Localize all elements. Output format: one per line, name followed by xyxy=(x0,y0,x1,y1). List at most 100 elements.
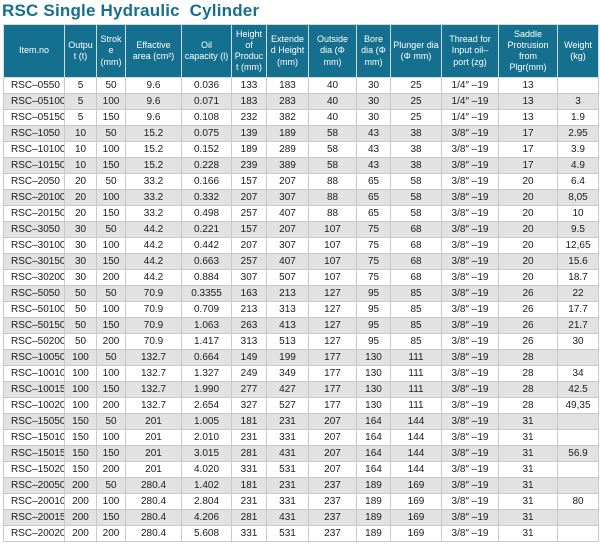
cell-bore-dia: 164 xyxy=(356,413,391,430)
cell-bore-dia: 75 xyxy=(356,253,391,270)
cell-stroke: 200 xyxy=(96,269,126,286)
cell-saddle-protrusion: 17 xyxy=(498,141,558,158)
cell-outside-dia: 58 xyxy=(308,141,357,158)
cell-effective-area: 15.2 xyxy=(125,157,182,174)
column-header-oil-capacity: Oil capacity (l) xyxy=(181,24,232,78)
table-row: RSC–30100 30 100 44.2 0.442 207 307 107 75 68 3/8″… xyxy=(3,237,599,254)
cell-plunger-dia: 38 xyxy=(390,141,442,158)
cell-item-no: RSC–0550 xyxy=(3,77,65,94)
cell-output: 20 xyxy=(64,189,97,206)
cell-weight: 1.9 xyxy=(557,109,599,126)
cell-output: 50 xyxy=(64,317,97,334)
cell-weight: 56.9 xyxy=(557,445,599,462)
table-row: RSC–200100200100280.42.80423133123718916… xyxy=(3,493,599,510)
cell-item-no: RSC–20100 xyxy=(3,189,65,206)
cell-bore-dia: 189 xyxy=(356,509,391,526)
column-header-effective-area: Effactive area (cm²) xyxy=(125,24,182,78)
cell-item-no: RSC–5050 xyxy=(3,285,65,302)
cell-weight: 21.7 xyxy=(557,317,599,334)
cell-effective-area: 280.4 xyxy=(125,477,182,494)
column-header-saddle-protrusion: Saddle Protrusion from Plgr(mm) xyxy=(498,24,558,78)
cell-oil-capacity: 0.166 xyxy=(181,173,232,190)
cell-extended-height: 431 xyxy=(266,509,309,526)
cell-item-no: RSC–05150 xyxy=(3,109,65,126)
cell-saddle-protrusion: 20 xyxy=(498,189,558,206)
cell-oil-capacity: 0.152 xyxy=(181,141,232,158)
cell-thread: 3/8″ –19 xyxy=(441,429,499,446)
cell-plunger-dia: 144 xyxy=(390,461,442,478)
table-row: RSC–15050 150 50 201 1.005 181 231 207 164 144 3/8… xyxy=(3,413,599,430)
cell-item-no: RSC–05100 xyxy=(3,93,65,110)
cell-oil-capacity: 0.709 xyxy=(181,301,232,318)
cell-extended-height: 431 xyxy=(266,445,309,462)
cell-extended-height: 199 xyxy=(266,349,309,366)
table-row: RSC–20150 20 150 33.2 0.498 257 407 88 65 58 3/8″ … xyxy=(3,205,599,222)
cell-item-no: RSC–30150 xyxy=(3,253,65,270)
table-row: RSC–1502001502002014.0203315312071641443… xyxy=(3,461,599,478)
cell-product-height: 239 xyxy=(231,157,267,174)
cell-output: 30 xyxy=(64,221,97,238)
cell-extended-height: 213 xyxy=(266,285,309,302)
cell-thread: 3/8″ –19 xyxy=(441,205,499,222)
cell-weight: 3 xyxy=(557,93,599,110)
cell-effective-area: 44.2 xyxy=(125,269,182,286)
cell-stroke: 50 xyxy=(96,349,126,366)
cell-saddle-protrusion: 13 xyxy=(498,77,558,94)
cell-outside-dia: 107 xyxy=(308,269,357,286)
cell-stroke: 100 xyxy=(96,141,126,158)
cell-outside-dia: 237 xyxy=(308,525,357,542)
cell-output: 200 xyxy=(64,509,97,526)
cell-effective-area: 44.2 xyxy=(125,237,182,254)
cell-stroke: 200 xyxy=(96,397,126,414)
cell-bore-dia: 65 xyxy=(356,173,391,190)
table-row: RSC–50150 50 150 70.9 1.063 263 413 127 95 85 3/8″… xyxy=(3,317,599,334)
cell-output: 200 xyxy=(64,493,97,510)
cell-outside-dia: 107 xyxy=(308,221,357,238)
cell-outside-dia: 127 xyxy=(308,301,357,318)
cell-bore-dia: 43 xyxy=(356,157,391,174)
cell-extended-height: 531 xyxy=(266,461,309,478)
cell-outside-dia: 237 xyxy=(308,493,357,510)
cell-oil-capacity: 0.663 xyxy=(181,253,232,270)
cell-bore-dia: 95 xyxy=(356,317,391,334)
cell-thread: 3/8″ –19 xyxy=(441,157,499,174)
cell-product-height: 307 xyxy=(231,269,267,286)
cell-extended-height: 331 xyxy=(266,429,309,446)
cell-outside-dia: 177 xyxy=(308,365,357,382)
cell-extended-height: 289 xyxy=(266,141,309,158)
table-row: RSC–0550 5 50 9.6 0.036 133 183 40 30 25 1/4″ –19 1… xyxy=(3,77,599,94)
cell-oil-capacity: 0.221 xyxy=(181,221,232,238)
cell-plunger-dia: 85 xyxy=(390,301,442,318)
cell-bore-dia: 43 xyxy=(356,141,391,158)
cell-oil-capacity: 2.010 xyxy=(181,429,232,446)
cell-extended-height: 389 xyxy=(266,157,309,174)
cell-bore-dia: 189 xyxy=(356,525,391,542)
cell-plunger-dia: 68 xyxy=(390,253,442,270)
cell-effective-area: 9.6 xyxy=(125,93,182,110)
cell-bore-dia: 95 xyxy=(356,333,391,350)
column-header-stroke: Stroke (mm) xyxy=(96,24,126,78)
cell-weight: 2.95 xyxy=(557,125,599,142)
cell-saddle-protrusion: 28 xyxy=(498,397,558,414)
cell-effective-area: 132.7 xyxy=(125,349,182,366)
cell-output: 20 xyxy=(64,205,97,222)
cell-outside-dia: 40 xyxy=(308,109,357,126)
cell-bore-dia: 65 xyxy=(356,205,391,222)
cell-effective-area: 201 xyxy=(125,429,182,446)
cell-saddle-protrusion: 20 xyxy=(498,269,558,286)
table-row: RSC–2050 20 50 33.2 0.166 157 207 88 65 58 3/8″ –1… xyxy=(3,173,599,190)
cell-saddle-protrusion: 28 xyxy=(498,349,558,366)
cell-item-no: RSC–50100 xyxy=(3,301,65,318)
cell-product-height: 163 xyxy=(231,285,267,302)
cell-weight: 9.5 xyxy=(557,221,599,238)
cell-weight: 10 xyxy=(557,205,599,222)
table-row: RSC–10100 10 100 15.2 0.152 189 289 58 43 38 3/8″ … xyxy=(3,141,599,158)
cell-product-height: 207 xyxy=(231,237,267,254)
cell-oil-capacity: 1.063 xyxy=(181,317,232,334)
